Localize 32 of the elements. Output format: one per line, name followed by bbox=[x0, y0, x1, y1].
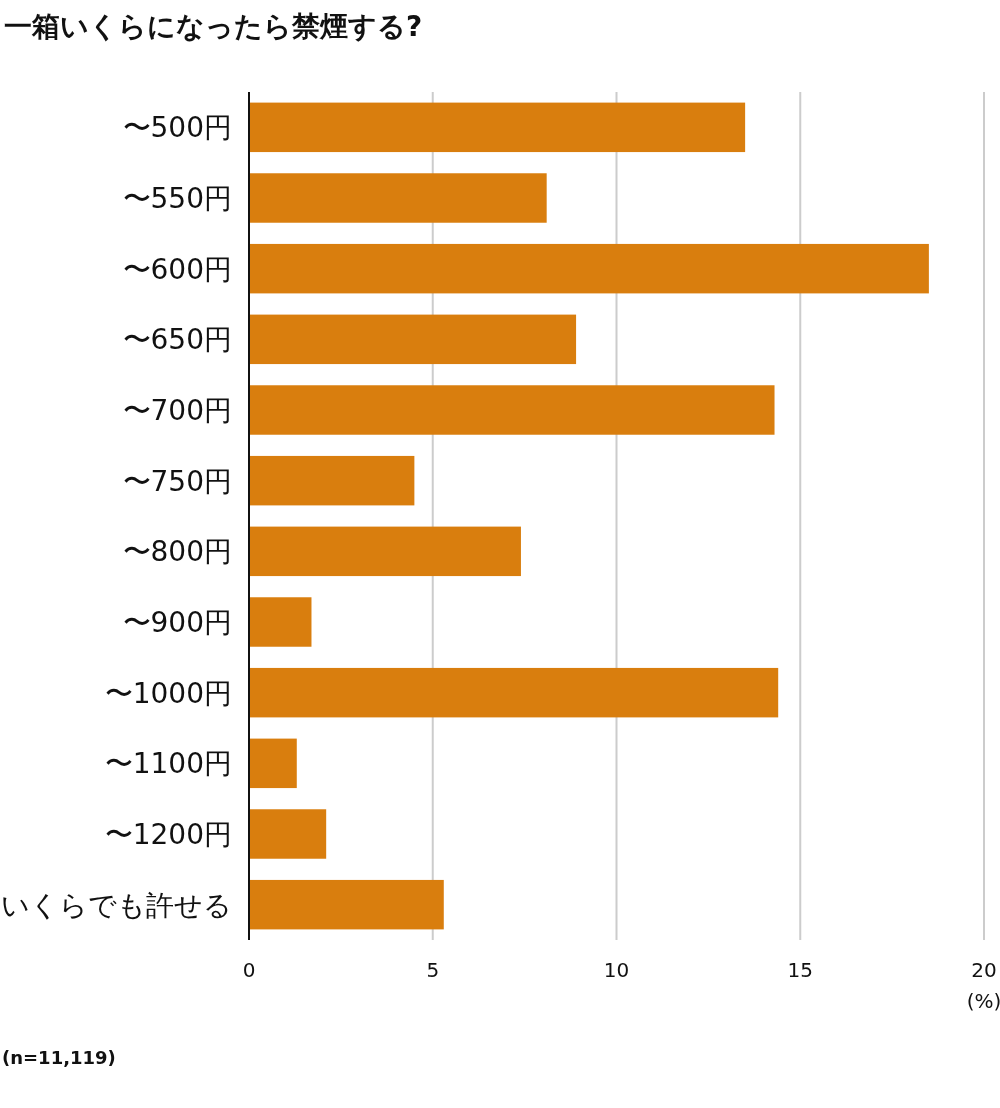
y-tick-label: 〜650円 bbox=[122, 323, 232, 357]
y-tick-label: 〜750円 bbox=[122, 464, 232, 498]
bar bbox=[249, 243, 929, 294]
text: (n=11,119) bbox=[2, 1047, 116, 1068]
bar bbox=[249, 738, 297, 789]
bar bbox=[249, 809, 327, 859]
bar bbox=[249, 385, 775, 435]
y-tick-label: 〜700円 bbox=[122, 394, 232, 427]
y-tick-label: 〜500円 bbox=[122, 111, 232, 145]
y-tick-label: 〜900円 bbox=[122, 606, 232, 639]
y-tick-label: 〜600円 bbox=[122, 252, 232, 286]
x-tick-label: 15 bbox=[787, 958, 813, 982]
y-tick-label: 〜1000円 bbox=[104, 676, 232, 710]
bar bbox=[249, 173, 547, 223]
bar bbox=[249, 102, 746, 153]
x-tick-label: 0 bbox=[242, 958, 256, 982]
bar bbox=[249, 314, 577, 365]
y-tick-label: いくらでも許せる bbox=[1, 888, 232, 922]
y-tick-label: 〜1200円 bbox=[104, 818, 232, 851]
x-axis-title: (%) bbox=[966, 989, 1000, 1013]
bar bbox=[249, 879, 444, 930]
bar bbox=[249, 455, 415, 506]
bar bbox=[249, 667, 779, 718]
x-tick-label: 10 bbox=[603, 958, 630, 982]
x-tick-label: 5 bbox=[426, 958, 440, 982]
bar bbox=[249, 526, 521, 577]
x-tick-label: 20 bbox=[971, 958, 997, 982]
chart-title: 一箱いくらになったら禁煙する? bbox=[4, 10, 423, 43]
bar bbox=[249, 597, 312, 647]
y-tick-label: 〜1100円 bbox=[104, 747, 232, 781]
y-tick-label: 〜800円 bbox=[122, 535, 232, 569]
y-tick-label: 〜550円 bbox=[122, 182, 232, 215]
